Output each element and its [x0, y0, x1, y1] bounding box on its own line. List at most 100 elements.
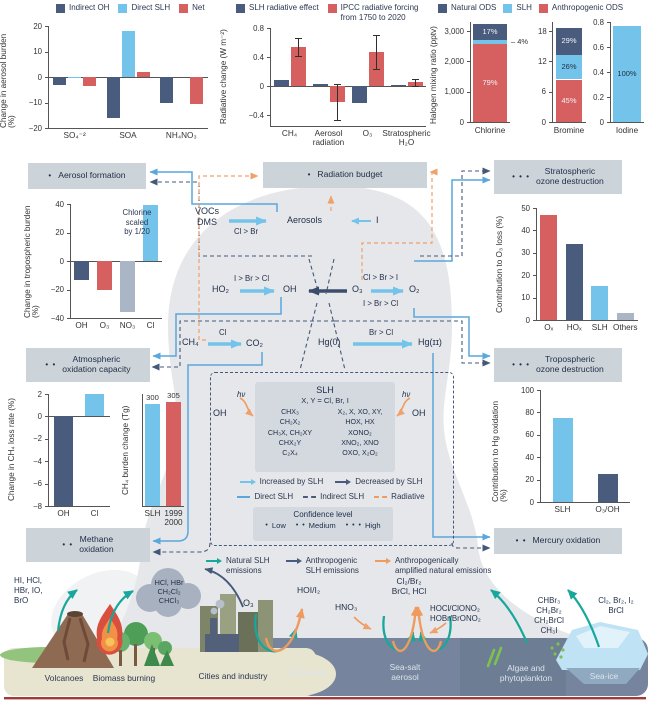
y-tick-label: 0 [37, 411, 42, 421]
stacked-segment [473, 40, 507, 45]
x-category-label: Stratospheric H₂O [382, 129, 431, 148]
y-tick-mark [267, 28, 270, 29]
segment-label: 79% [482, 78, 498, 88]
oh-right-label: OH [412, 408, 426, 418]
y-tick-label: 30 [521, 248, 530, 258]
legend-item: Anthropogenically amplified natural emis… [374, 556, 491, 575]
ozone-sea-label: O₃ [243, 598, 254, 608]
bar [189, 77, 203, 104]
legend-item: SLH [503, 3, 532, 13]
y-tick-label: 1,000 [444, 87, 464, 97]
legend-label: Indirect SLH [320, 492, 365, 501]
confidence-dots: • [48, 171, 53, 181]
y-tick-label: 0 [459, 117, 464, 127]
y-tick-label: 0.4 [593, 67, 604, 77]
y-tick-label: 0.8 [593, 17, 604, 27]
methane-oxidation-box: • • Methane oxidation [26, 528, 150, 562]
stacked-segment [473, 44, 507, 122]
y-tick-mark [533, 320, 536, 321]
box-label: Aerosol formation [58, 170, 126, 181]
hocl-hobr-label: HOCl/ClONO₂ HOBr/BrONO₂ [430, 604, 481, 623]
chlorine-chart: 3,000 2,000 1,000 0 79% – 4% 17% Chlorine [440, 16, 528, 146]
error-cap [411, 78, 419, 80]
confidence-dots: • • [62, 540, 74, 550]
x-axis-line [540, 502, 630, 503]
error-cap [294, 55, 302, 57]
legend-label: Radiative [391, 492, 425, 501]
x-axis-line [470, 122, 510, 123]
y-tick-mark [607, 97, 610, 98]
legend-label: Decreased by SLH [355, 477, 423, 486]
bar [121, 31, 135, 77]
y-tick-mark [67, 204, 70, 205]
arrow-shaft [285, 560, 297, 562]
list-item: CH₃X, CH₂XY [267, 428, 313, 437]
y-axis-line [142, 394, 143, 506]
error-cap [372, 34, 380, 36]
slh-source-gases-list: CHX₃ CH₂X₂ CH₃X, CH₂XY CHX₂Y C₂X₄ [255, 407, 325, 458]
volcano-icon [32, 611, 114, 668]
y-tick-label: −8 [33, 501, 42, 511]
x-category-label: Cl [146, 321, 155, 330]
y-tick-label: 80 [525, 407, 534, 417]
iodine-chart: 0.8 0.6 0.4 0.2 0 100% Iodine [592, 16, 648, 146]
y-tick-label: 0 [525, 315, 530, 325]
error-cap [411, 86, 419, 88]
arrow-shaft [374, 560, 386, 562]
aerosol-burden-chart: Change in aerosol burden (%) 20 10 0 −10 −20 S… [0, 0, 216, 148]
y-tick-label: 50 [521, 203, 530, 213]
list-item: CHX₃ [281, 408, 299, 416]
list-item: HOX, HX [345, 418, 375, 427]
bar [120, 261, 135, 313]
stacked-segment [613, 25, 641, 122]
list-item: X₂, X, XO, XY, [337, 408, 383, 416]
y-tick-mark [537, 434, 540, 436]
legend-dash-icon [374, 496, 388, 498]
y-tick-mark [45, 102, 48, 104]
zero-line [48, 77, 208, 78]
confidence-label: Medium [308, 521, 336, 530]
list-item: CHX₂Y [278, 438, 302, 447]
y-tick-mark [537, 479, 540, 481]
error-cap [372, 69, 380, 71]
list-item: XONO₂ [348, 428, 372, 437]
oh-label: OH [283, 284, 297, 294]
hg0-label: Hg(0) [318, 337, 341, 347]
y-tick-mark [267, 57, 270, 59]
box-label: Mercury oxidation [532, 535, 601, 546]
y-tick-label: 0.4 [253, 52, 264, 62]
y-tick-mark [467, 122, 470, 123]
ch4-label: CH₄ [182, 337, 199, 347]
slh-title: SLH [316, 385, 334, 395]
co2-label: CO₂ [246, 338, 263, 348]
ch4-cl-label: Cl [219, 328, 227, 337]
y-tick-label: −20 [28, 123, 42, 133]
list-item: XNO₂, XNO [341, 438, 379, 447]
legend-arrow-icon [374, 558, 391, 564]
error-bar [297, 38, 299, 56]
mercury-oxidation-box: • • Mercury oxidation [494, 528, 622, 554]
seasalt-left-teal-arrow [382, 615, 416, 652]
legend-swatch [538, 4, 548, 13]
x-axis-line [270, 126, 426, 127]
hno3-label: HNO₃ [335, 602, 358, 612]
segment-label: 100% [617, 68, 637, 78]
legend-line-icon [237, 496, 251, 498]
organic-halogens-label: CHBr₃ CH₂Br₂ CH₂BrCl CH₃I [534, 596, 564, 635]
y-tick-label: −2 [33, 434, 42, 444]
legend-item: Direct SLH [237, 492, 293, 502]
y-tick-mark [533, 275, 536, 277]
confidence-dots: • • • [345, 522, 362, 529]
y-tick-label: 20 [521, 270, 530, 280]
y-tick-mark [537, 502, 540, 503]
x-axis-line [48, 128, 208, 129]
tropospheric-burden-chart: Change in tropospheric burden (%) 40 20 0 −2… [23, 196, 174, 346]
bar [166, 402, 181, 506]
phytoplankton-dots-icon [550, 642, 565, 659]
bar [312, 83, 328, 87]
biomass-emission-arrow [106, 590, 134, 634]
legend-label: SLH radiative effect [249, 3, 319, 12]
error-cap [294, 38, 302, 40]
error-bar [336, 83, 338, 121]
arrow-legend-row1: Increased by SLH Decreased by SLH [214, 477, 448, 487]
